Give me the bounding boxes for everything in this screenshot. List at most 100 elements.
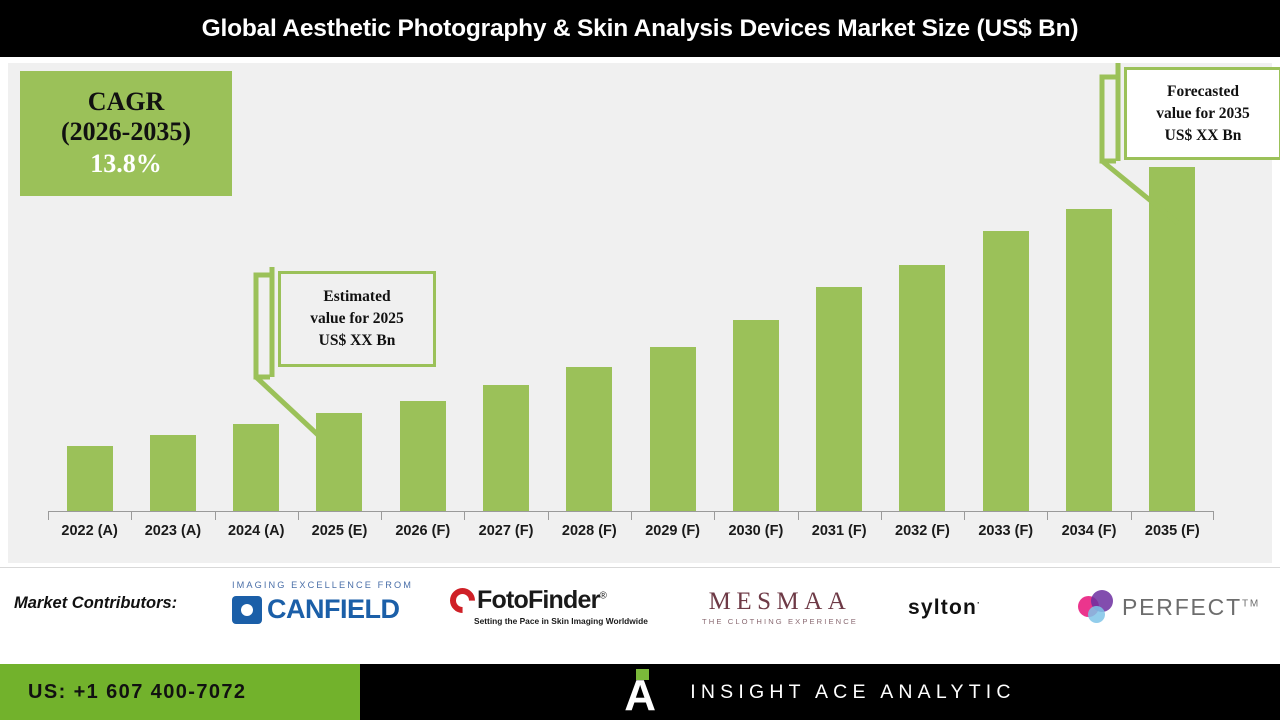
x-tick (630, 511, 714, 520)
x-tick (797, 511, 881, 520)
contributors-strip: Market Contributors: IMAGING EXCELLENCE … (0, 567, 1280, 664)
x-tick (131, 511, 214, 520)
canfield-eye-icon (232, 595, 262, 624)
page-title: Global Aesthetic Photography & Skin Anal… (201, 14, 1079, 42)
perfect-wordmark: PERFECTTM (1122, 593, 1260, 620)
bar-2023[interactable] (149, 435, 196, 511)
x-label-2032: 2032 (F) (895, 523, 950, 539)
bar-slot (798, 63, 881, 511)
bar-2030[interactable] (732, 320, 779, 511)
x-label-2030: 2030 (F) (728, 523, 784, 539)
bar-2027[interactable] (483, 385, 530, 511)
fotofinder-wordmark: FotoFinder® (477, 586, 607, 614)
bar-slot (464, 63, 547, 511)
callout-estimated-2025: Estimated value for 2025 US$ XX Bn (246, 265, 446, 455)
chart-plot-background: CAGR (2026-2035) 13.8% 2022 (A) 2023 (A) 2… (8, 63, 1280, 563)
x-tick (297, 511, 381, 520)
callout-2035-line1: Forecasted (1166, 82, 1240, 100)
bar-2033[interactable] (982, 231, 1029, 511)
market-contributors-label: Market Contributors: (14, 594, 178, 612)
x-tick (1047, 511, 1130, 520)
cagr-value: 13.8% (90, 148, 162, 178)
x-tick (547, 511, 631, 520)
fotofinder-tagline: Setting the Pace in Skin Imaging Worldwi… (474, 616, 648, 626)
logo-mesmaa: MESMAA THE CLOTHING EXPERIENCE (700, 588, 860, 636)
logo-green-square (636, 669, 650, 680)
x-tick (48, 511, 131, 520)
bar-chart: 2022 (A) 2023 (A) 2024 (A) 2025 (E) 2026 (F)… (48, 63, 1215, 563)
bar-2032[interactable] (899, 265, 946, 511)
x-tick (714, 511, 797, 520)
bar-slot (548, 63, 631, 511)
mesmaa-wordmark: MESMAA (708, 588, 852, 615)
x-label-2024: 2024 (A) (227, 523, 285, 539)
bar-slot (1047, 63, 1130, 511)
callout-forecasted-2035: Forecasted value for 2035 US$ XX Bn (1086, 63, 1280, 225)
bar-2031[interactable] (816, 287, 863, 511)
bar-slot (714, 63, 797, 511)
x-label-2029: 2029 (F) (645, 523, 701, 539)
logo-canfield: IMAGING EXCELLENCE FROM CANFIELD (232, 580, 412, 640)
bar-slot (881, 63, 964, 511)
brand-wordmark: INSIGHT ACE ANALYTIC (690, 680, 1016, 703)
bar-slot (48, 63, 131, 511)
x-tick (880, 511, 964, 520)
x-label-2033: 2033 (F) (978, 523, 1034, 539)
footer-contact-block: US: +1 607 400-7072 (0, 664, 360, 720)
callout-2025-line3: US$ XX Bn (318, 332, 396, 349)
canfield-tagline: IMAGING EXCELLENCE FROM (232, 580, 414, 590)
x-tick (214, 511, 298, 520)
mesmaa-tagline: THE CLOTHING EXPERIENCE (702, 617, 858, 626)
bar-2029[interactable] (649, 347, 696, 511)
logo-perfect: PERFECTTM (1078, 590, 1258, 636)
callout-box-2025: Estimated value for 2025 US$ XX Bn (278, 271, 436, 367)
fotofinder-registered-mark: ® (599, 590, 607, 602)
logo-letter-a: A (624, 671, 657, 720)
logo-sylton: sylton· (908, 596, 1053, 630)
x-label-2023: 2023 (A) (144, 523, 202, 539)
bar-slot (131, 63, 214, 511)
logo-fotofinder: FotoFinder® Setting the Pace in Skin Ima… (444, 582, 655, 638)
bar-2026[interactable] (399, 401, 446, 511)
x-label-2027: 2027 (F) (478, 523, 534, 539)
bar-2034[interactable] (1066, 209, 1113, 511)
sylton-wordmark: sylton· (908, 596, 982, 619)
callout-2025-line1: Estimated (323, 288, 391, 305)
callout-2035-line2: value for 2035 (1156, 104, 1250, 122)
x-label-2025: 2025 (E) (311, 523, 368, 539)
x-axis-labels: 2022 (A) 2023 (A) 2024 (A) 2025 (E) 2026 (F)… (48, 523, 1214, 549)
footer-phone-number: US: +1 607 400-7072 (28, 680, 247, 703)
perfect-circles-icon (1078, 590, 1116, 624)
x-label-2031: 2031 (F) (811, 523, 867, 539)
bar-2022[interactable] (66, 446, 113, 511)
cagr-period: (2026-2035) (61, 116, 191, 146)
callout-2025-line2: value for 2025 (310, 310, 404, 327)
x-axis-ticks (48, 511, 1215, 520)
x-label-2028: 2028 (F) (561, 523, 617, 539)
canfield-wordmark: CANFIELD (267, 594, 400, 624)
chart-panel: CAGR (2026-2035) 13.8% 2022 (A) 2023 (A) 2… (0, 57, 1280, 567)
footer-brand-block: A INSIGHT ACE ANALYTIC (360, 664, 1280, 720)
x-tick (464, 511, 547, 520)
bar-slot (631, 63, 714, 511)
bar-slot (381, 63, 464, 511)
x-label-2035: 2035 (F) (1144, 523, 1200, 539)
bar-series (48, 63, 1214, 511)
callout-2035-line3: US$ XX Bn (1164, 126, 1242, 144)
title-bar: Global Aesthetic Photography & Skin Anal… (0, 0, 1280, 57)
x-tick (1130, 511, 1215, 520)
x-tick (381, 511, 464, 520)
cagr-badge: CAGR (2026-2035) 13.8% (20, 71, 232, 196)
x-label-2026: 2026 (F) (395, 523, 451, 539)
callout-box-2035: Forecasted value for 2035 US$ XX Bn (1124, 67, 1280, 160)
perfect-trademark-mark: TM (1241, 597, 1260, 609)
cagr-label: CAGR (87, 86, 165, 116)
insightace-logo-icon: A (624, 669, 666, 720)
sylton-registered-mark: · (977, 598, 982, 608)
x-label-2034: 2034 (F) (1061, 523, 1117, 539)
fotofinder-c-icon (444, 582, 481, 619)
x-label-2022: 2022 (A) (61, 523, 118, 539)
bar-slot (964, 63, 1047, 511)
bar-2028[interactable] (566, 367, 613, 511)
x-tick (964, 511, 1047, 520)
